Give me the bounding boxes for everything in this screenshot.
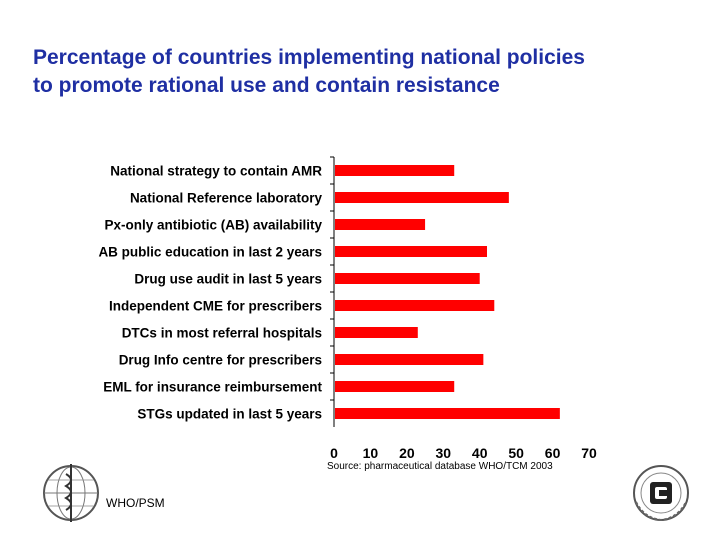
x-tick-label: 60 xyxy=(545,445,561,461)
bar xyxy=(335,408,560,419)
category-label: Px-only antibiotic (AB) availability xyxy=(104,218,322,233)
footer-org: WHO/PSM xyxy=(106,496,165,510)
who-emblem-icon xyxy=(43,464,99,522)
x-tick-label: 20 xyxy=(399,445,415,461)
x-axis-tick-labels: 0 10 20 30 40 50 60 70 xyxy=(330,445,597,461)
source-note: Source: pharmaceutical database WHO/TCM … xyxy=(327,461,553,472)
x-tick-label: 50 xyxy=(508,445,524,461)
bar xyxy=(335,192,509,203)
bar xyxy=(335,165,455,176)
title-line-2: to promote rational use and contain resi… xyxy=(33,74,500,97)
x-tick-label: 30 xyxy=(435,445,451,461)
category-label: Drug Info centre for prescribers xyxy=(119,353,322,368)
bar xyxy=(335,219,426,230)
category-label: Drug use audit in last 5 years xyxy=(134,272,322,287)
bar xyxy=(335,327,418,338)
x-axis-ticks xyxy=(330,156,334,401)
x-tick-label: 10 xyxy=(363,445,379,461)
un-emblem-icon xyxy=(633,465,689,522)
title-line-1: Percentage of countries implementing nat… xyxy=(33,46,585,69)
category-label: Independent CME for prescribers xyxy=(109,299,322,314)
bar xyxy=(335,273,480,284)
category-label: EML for insurance reimbursement xyxy=(103,380,322,395)
bar xyxy=(335,246,487,257)
category-label: AB public education in last 2 years xyxy=(98,245,322,260)
x-tick-label: 0 xyxy=(330,445,338,461)
x-tick-label: 40 xyxy=(472,445,488,461)
bar xyxy=(335,354,484,365)
category-label: DTCs in most referral hospitals xyxy=(122,326,322,341)
slide-title: Percentage of countries implementing nat… xyxy=(33,44,713,100)
category-label: STGs updated in last 5 years xyxy=(137,407,322,422)
category-label: National strategy to contain AMR xyxy=(110,164,322,179)
bar xyxy=(335,300,495,311)
bar xyxy=(335,381,455,392)
category-label: National Reference laboratory xyxy=(130,191,323,206)
category-labels: National strategy to contain AMR National… xyxy=(98,164,322,422)
x-tick-label: 70 xyxy=(581,445,597,461)
bars xyxy=(335,165,560,419)
